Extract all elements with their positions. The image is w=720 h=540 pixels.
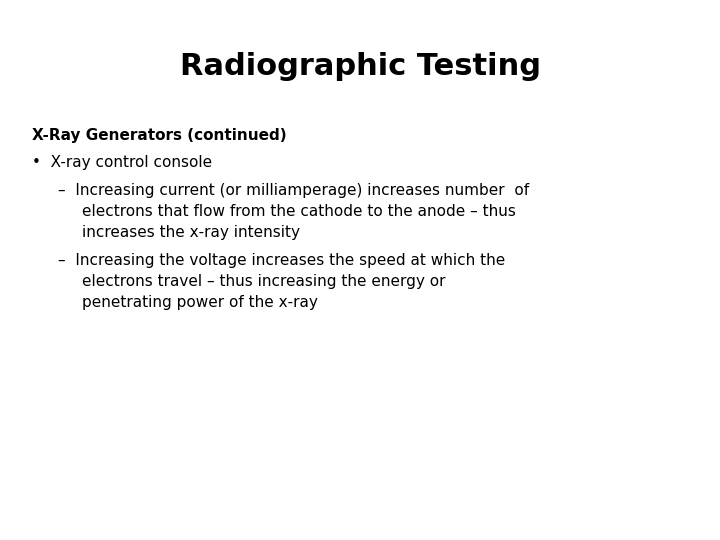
Text: electrons that flow from the cathode to the anode – thus: electrons that flow from the cathode to … <box>82 204 516 219</box>
Text: X-Ray Generators (continued): X-Ray Generators (continued) <box>32 128 287 143</box>
Text: –  Increasing the voltage increases the speed at which the: – Increasing the voltage increases the s… <box>58 253 505 268</box>
Text: –  Increasing current (or milliamperage) increases number  of: – Increasing current (or milliamperage) … <box>58 183 529 198</box>
Text: penetrating power of the x-ray: penetrating power of the x-ray <box>82 295 318 310</box>
Text: •  X-ray control console: • X-ray control console <box>32 155 212 170</box>
Text: electrons travel – thus increasing the energy or: electrons travel – thus increasing the e… <box>82 274 446 289</box>
Text: increases the x-ray intensity: increases the x-ray intensity <box>82 225 300 240</box>
Text: Radiographic Testing: Radiographic Testing <box>179 52 541 81</box>
